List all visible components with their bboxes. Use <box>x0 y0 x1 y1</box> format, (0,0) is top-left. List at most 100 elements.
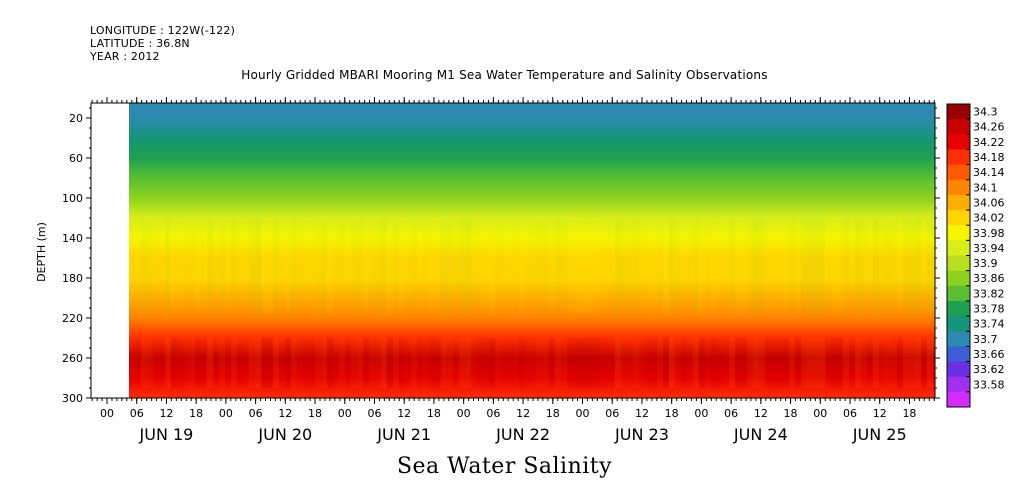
salinity-variation <box>837 338 843 388</box>
salinity-variation <box>609 218 615 313</box>
salinity-variation <box>483 218 489 313</box>
salinity-variation <box>399 338 405 388</box>
salinity-variation <box>561 218 567 313</box>
salinity-variation <box>219 218 225 313</box>
salinity-variation <box>477 218 483 313</box>
x-day-label: JUN 21 <box>376 425 431 444</box>
salinity-variation <box>765 338 771 388</box>
colorbar-swatch <box>947 194 970 211</box>
colorbar-swatch <box>947 300 970 317</box>
colorbar-label: 34.18 <box>973 151 1005 164</box>
salinity-variation <box>879 218 885 313</box>
salinity-variation <box>585 338 591 388</box>
colorbar-label: 34.14 <box>973 166 1005 179</box>
salinity-variation <box>903 218 909 313</box>
salinity-variation <box>171 338 177 388</box>
salinity-variation <box>843 338 849 388</box>
y-tick-label: 300 <box>62 392 83 405</box>
salinity-variation <box>321 338 327 388</box>
colorbar-label: 34.1 <box>973 181 998 194</box>
salinity-variation <box>303 218 309 313</box>
salinity-variation <box>495 218 501 313</box>
salinity-variation <box>819 338 825 388</box>
salinity-variation <box>933 338 939 388</box>
salinity-variation <box>279 338 285 388</box>
salinity-variation <box>561 338 567 388</box>
salinity-variation <box>621 218 627 313</box>
salinity-variation <box>645 338 651 388</box>
salinity-variation <box>573 338 579 388</box>
salinity-variation <box>567 338 573 388</box>
x-tick-label: 00 <box>694 407 708 420</box>
salinity-variation <box>381 338 387 388</box>
salinity-variation <box>663 218 669 313</box>
salinity-variation <box>591 338 597 388</box>
x-tick-label: 12 <box>516 407 530 420</box>
salinity-variation <box>213 218 219 313</box>
salinity-variation <box>639 218 645 313</box>
salinity-variation <box>597 218 603 313</box>
salinity-variation <box>651 338 657 388</box>
y-tick-label: 260 <box>62 352 83 365</box>
salinity-variation <box>309 218 315 313</box>
colorbar-swatch <box>947 104 970 120</box>
salinity-variation <box>207 338 213 388</box>
salinity-variation <box>195 338 201 388</box>
salinity-variation <box>441 338 447 388</box>
colorbar-label: 33.66 <box>973 348 1005 361</box>
salinity-variation <box>279 218 285 313</box>
x-tick-label: 06 <box>724 407 738 420</box>
salinity-variation <box>915 338 921 388</box>
salinity-variation <box>555 338 561 388</box>
x-tick-label: 18 <box>546 407 560 420</box>
colorbar-swatch <box>947 225 970 241</box>
salinity-variation <box>267 218 273 313</box>
colorbar-swatch <box>947 346 970 363</box>
salinity-variation <box>363 218 369 313</box>
colorbar-swatch <box>947 149 970 166</box>
salinity-variation <box>681 338 687 388</box>
salinity-variation <box>921 338 927 388</box>
salinity-variation <box>261 338 267 388</box>
salinity-variation <box>735 338 741 388</box>
salinity-variation <box>159 218 165 313</box>
salinity-variation <box>711 338 717 388</box>
salinity-variation <box>855 338 861 388</box>
salinity-variation <box>297 218 303 313</box>
salinity-variation <box>483 338 489 388</box>
salinity-variation <box>357 218 363 313</box>
salinity-variation <box>471 338 477 388</box>
salinity-variation <box>621 338 627 388</box>
salinity-variation <box>915 218 921 313</box>
salinity-variation <box>609 338 615 388</box>
salinity-variation <box>747 338 753 388</box>
salinity-variation <box>465 338 471 388</box>
salinity-variation <box>399 218 405 313</box>
salinity-variation <box>135 338 141 388</box>
salinity-variation <box>243 218 249 313</box>
salinity-variation <box>177 218 183 313</box>
colorbar-swatch <box>947 134 970 150</box>
colorbar-swatch <box>947 210 970 226</box>
salinity-variation <box>369 338 375 388</box>
salinity-variation <box>189 218 195 313</box>
salinity-variation <box>171 218 177 313</box>
colorbar-label: 33.9 <box>973 257 998 270</box>
salinity-variation <box>879 338 885 388</box>
salinity-field <box>129 103 935 398</box>
salinity-variation <box>741 338 747 388</box>
salinity-variation <box>777 218 783 313</box>
salinity-variation <box>555 218 561 313</box>
salinity-variation <box>783 338 789 388</box>
x-tick-label: 06 <box>130 407 144 420</box>
salinity-variation <box>243 338 249 388</box>
salinity-variation <box>141 338 147 388</box>
salinity-variation <box>849 218 855 313</box>
salinity-variation <box>369 218 375 313</box>
year-label: YEAR : 2012 <box>90 50 160 63</box>
salinity-variation <box>327 218 333 313</box>
x-tick-label: 06 <box>605 407 619 420</box>
salinity-variation <box>147 338 153 388</box>
colorbar-swatch <box>947 316 970 332</box>
